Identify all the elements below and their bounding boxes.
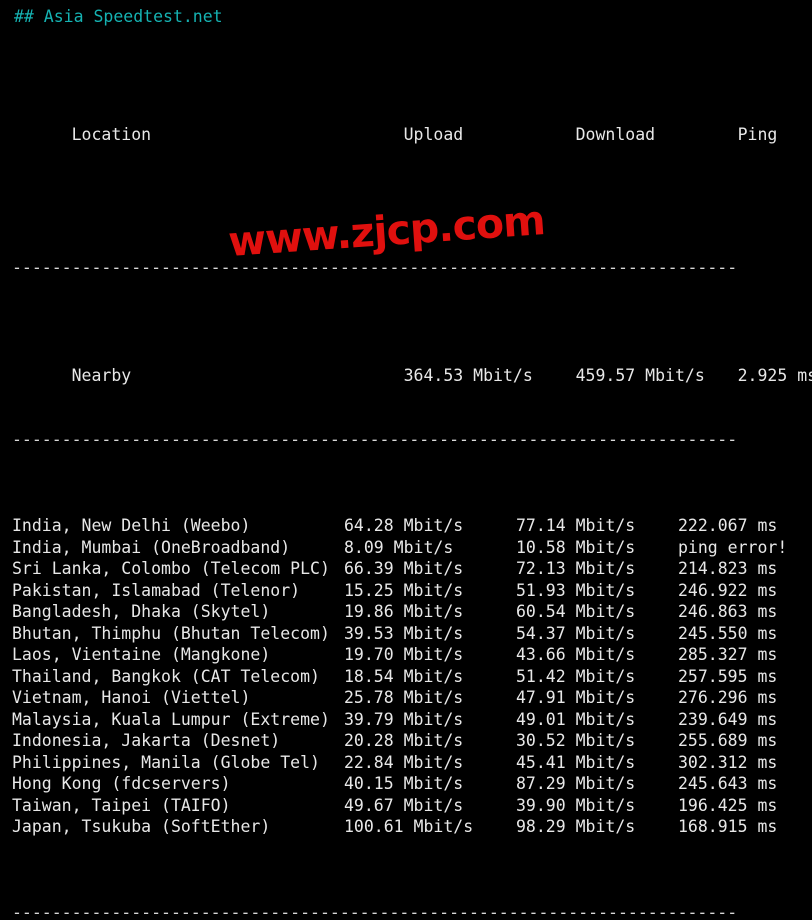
- row-location: Sri Lanka, Colombo (Telecom PLC): [12, 559, 330, 578]
- row-download: 54.37 Mbit/s: [516, 623, 636, 643]
- table-row: Thailand, Bangkok (CAT Telecom) 18.54 Mbi…: [12, 666, 812, 688]
- row-upload: 8.09 Mbit/s: [344, 537, 454, 557]
- row-upload: 49.67 Mbit/s: [344, 795, 464, 815]
- row-location: Indonesia, Jakarta (Desnet): [12, 731, 281, 750]
- table-row: Japan, Tsukuba (SoftEther) 100.61 Mbit/s 9…: [12, 816, 812, 838]
- row-upload: 15.25 Mbit/s: [344, 580, 464, 600]
- row-ping: 239.649 ms: [678, 709, 778, 729]
- row-location: Thailand, Bangkok (CAT Telecom): [12, 666, 320, 686]
- row-download: 49.01 Mbit/s: [516, 709, 636, 729]
- row-upload: 100.61 Mbit/s: [344, 817, 474, 836]
- column-header-location: Location: [71, 125, 152, 144]
- separator-middle: ----------------------------------------…: [12, 430, 738, 449]
- row-ping: 246.922 ms: [678, 580, 778, 600]
- column-header-ping: Ping: [737, 125, 778, 144]
- table-row: Vietnam, Hanoi (Viettel) 25.78 Mbit/s 47.9…: [12, 687, 812, 709]
- row-location: Bhutan, Thimphu (Bhutan Telecom): [12, 623, 330, 643]
- row-ping: 245.643 ms: [678, 774, 778, 793]
- table-row: Bangladesh, Dhaka (Skytel) 19.86 Mbit/s 60…: [12, 601, 812, 623]
- separator-bottom: ----------------------------------------…: [12, 903, 738, 920]
- row-download: 30.52 Mbit/s: [516, 731, 636, 750]
- row-ping: 255.689 ms: [678, 731, 778, 750]
- speedtest-results-table: Location Upload Download Ping -------------…: [12, 38, 812, 920]
- row-upload: 64.28 Mbit/s: [344, 516, 464, 535]
- row-location: Hong Kong (fdcservers): [12, 774, 231, 793]
- row-ping: 214.823 ms: [678, 559, 778, 578]
- page-title: ## Asia Speedtest.net: [14, 7, 223, 26]
- row-download: 72.13 Mbit/s: [516, 559, 636, 578]
- row-location: Laos, Vientaine (Mangkone): [12, 645, 271, 664]
- row-location: Vietnam, Hanoi (Viettel): [12, 688, 251, 707]
- row-download: 77.14 Mbit/s: [516, 516, 636, 535]
- row-ping: 246.863 ms: [678, 602, 778, 621]
- row-download: 39.90 Mbit/s: [516, 795, 636, 815]
- row-ping: 276.296 ms: [678, 688, 778, 707]
- terminal-window: ## Asia Speedtest.net Location Upload Down…: [12, 7, 812, 920]
- table-row-nearby: Nearby 364.53 Mbit/s 459.57 Mbit/s 2.925 ms: [12, 343, 812, 385]
- row-upload: 22.84 Mbit/s: [344, 752, 464, 772]
- row-download: 98.29 Mbit/s: [516, 817, 636, 836]
- table-row: Bhutan, Thimphu (Bhutan Telecom) 39.53 Mb…: [12, 623, 812, 645]
- table-row: Malaysia, Kuala Lumpur (Extreme) 39.79 Mb…: [12, 709, 812, 731]
- row-location: Taiwan, Taipei (TAIFO): [12, 795, 231, 815]
- row-download: 51.93 Mbit/s: [516, 580, 636, 600]
- nearby-upload: 364.53 Mbit/s: [403, 365, 533, 385]
- separator-top: ----------------------------------------…: [12, 258, 738, 277]
- row-location: Malaysia, Kuala Lumpur (Extreme): [12, 709, 330, 729]
- row-ping: 196.425 ms: [678, 795, 778, 815]
- row-upload: 25.78 Mbit/s: [344, 688, 464, 707]
- table-row: Indonesia, Jakarta (Desnet) 20.28 Mbit/s 3…: [12, 730, 812, 752]
- row-upload: 20.28 Mbit/s: [344, 731, 464, 750]
- row-download: 43.66 Mbit/s: [516, 645, 636, 664]
- table-row: Laos, Vientaine (Mangkone) 19.70 Mbit/s 43…: [12, 644, 812, 666]
- row-ping: 222.067 ms: [678, 516, 778, 535]
- column-header-download: Download: [575, 125, 656, 144]
- row-location: India, New Delhi (Weebo): [12, 516, 251, 535]
- row-upload: 40.15 Mbit/s: [344, 774, 464, 793]
- row-location: Japan, Tsukuba (SoftEther): [12, 817, 271, 836]
- row-download: 60.54 Mbit/s: [516, 602, 636, 621]
- row-download: 10.58 Mbit/s: [516, 537, 636, 557]
- row-upload: 19.70 Mbit/s: [344, 645, 464, 664]
- table-row: Philippines, Manila (Globe Tel) 22.84 Mbi…: [12, 752, 812, 774]
- row-location: Pakistan, Islamabad (Telenor): [12, 580, 301, 600]
- row-download: 87.29 Mbit/s: [516, 774, 636, 793]
- row-ping: 168.915 ms: [678, 817, 778, 836]
- row-upload: 39.79 Mbit/s: [344, 709, 464, 729]
- table-body: India, New Delhi (Weebo) 64.28 Mbit/s 77.1…: [12, 515, 812, 838]
- header-spacer: [12, 189, 812, 193]
- row-ping: 285.327 ms: [678, 645, 778, 664]
- row-upload: 66.39 Mbit/s: [344, 559, 464, 578]
- row-location: Bangladesh, Dhaka (Skytel): [12, 602, 271, 621]
- row-download: 51.42 Mbit/s: [516, 666, 636, 686]
- table-row: Pakistan, Islamabad (Telenor) 15.25 Mbit/…: [12, 580, 812, 602]
- row-upload: 19.86 Mbit/s: [344, 602, 464, 621]
- nearby-ping: 2.925 ms: [737, 365, 812, 385]
- row-upload: 18.54 Mbit/s: [344, 666, 464, 686]
- row-ping: 245.550 ms: [678, 623, 778, 643]
- row-ping: 302.312 ms: [678, 752, 778, 772]
- row-ping: ping error!: [678, 537, 788, 557]
- table-row: Sri Lanka, Colombo (Telecom PLC) 66.39 Mb…: [12, 558, 812, 580]
- table-row: Hong Kong (fdcservers) 40.15 Mbit/s 87.29 …: [12, 773, 812, 795]
- row-ping: 257.595 ms: [678, 666, 778, 686]
- row-upload: 39.53 Mbit/s: [344, 623, 464, 643]
- row-download: 47.91 Mbit/s: [516, 688, 636, 707]
- row-location: Philippines, Manila (Globe Tel): [12, 752, 320, 772]
- row-location: India, Mumbai (OneBroadband): [12, 537, 291, 557]
- row-download: 45.41 Mbit/s: [516, 752, 636, 772]
- nearby-location: Nearby: [71, 365, 132, 385]
- table-header-row: Location Upload Download Ping: [12, 103, 812, 144]
- table-row: India, New Delhi (Weebo) 64.28 Mbit/s 77.1…: [12, 515, 812, 537]
- nearby-download: 459.57 Mbit/s: [575, 365, 705, 385]
- table-row: India, Mumbai (OneBroadband) 8.09 Mbit/s 1…: [12, 537, 812, 559]
- column-header-upload: Upload: [403, 125, 464, 144]
- table-row: Taiwan, Taipei (TAIFO) 49.67 Mbit/s 39.90 …: [12, 795, 812, 817]
